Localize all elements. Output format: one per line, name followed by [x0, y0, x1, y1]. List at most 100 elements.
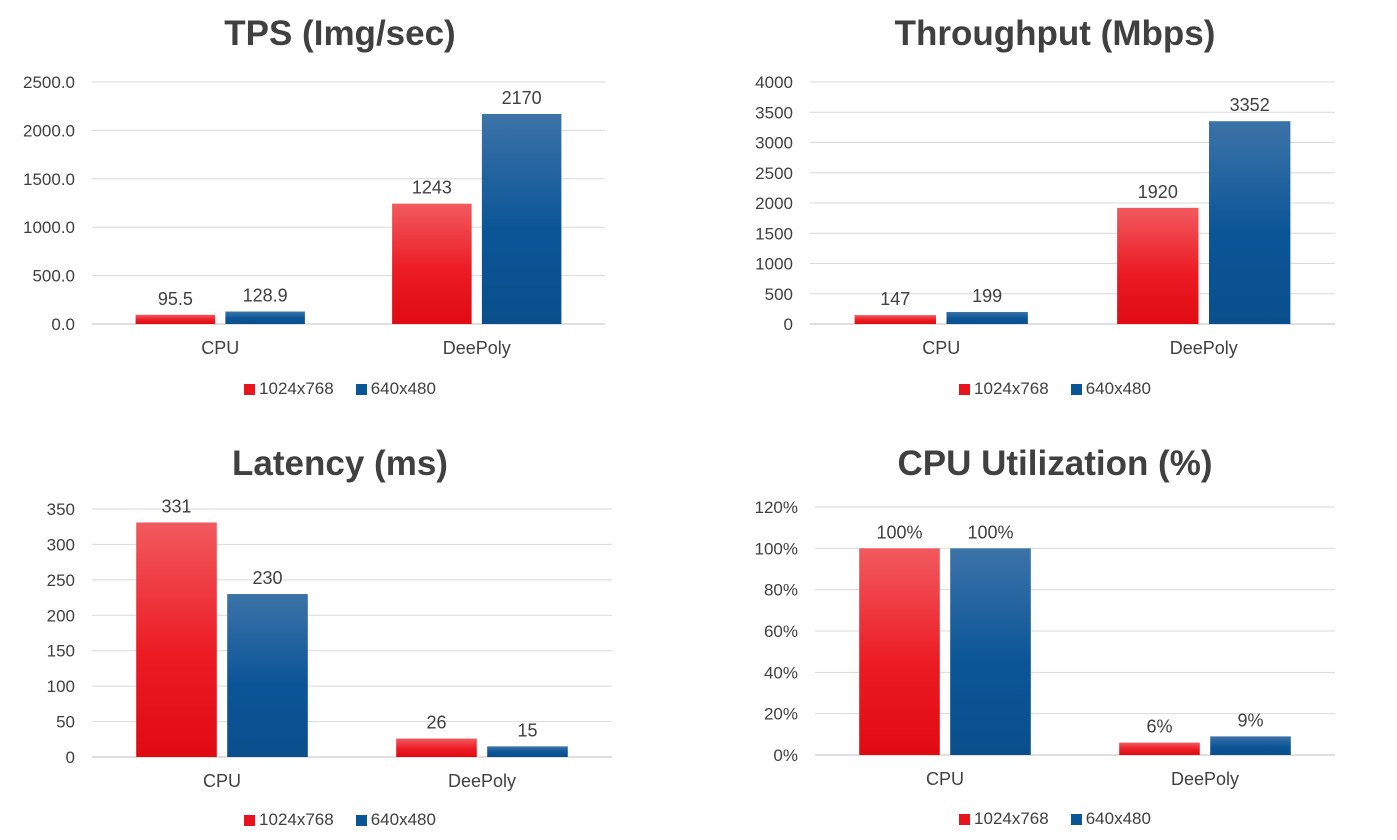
- y-tick-label: 250: [47, 571, 75, 590]
- x-category-label: CPU: [926, 769, 964, 789]
- y-tick-label: 3500: [755, 103, 793, 122]
- x-category-label: CPU: [203, 771, 241, 791]
- bar-deepoly-series-1: [392, 203, 472, 324]
- bar-cpu-series-2: [950, 548, 1031, 755]
- data-label: 95.5: [158, 289, 193, 309]
- y-tick-label: 1500: [755, 224, 793, 243]
- data-label: 331: [161, 496, 191, 516]
- y-tick-label: 40%: [764, 663, 798, 682]
- data-label: 230: [252, 568, 282, 588]
- x-category-label: DeePoly: [1171, 769, 1239, 789]
- chart-plot: 0% 20% 40% 60% 80% 100% 120% 100% 100% CPU 6% 9% Dee…: [755, 498, 1335, 789]
- legend-item: 1024x768: [959, 809, 1049, 829]
- data-label: 6%: [1146, 717, 1172, 737]
- bar-deepoly-series-2: [487, 746, 568, 757]
- legend-swatch: [244, 814, 256, 826]
- chart-title: Throughput (Mbps): [894, 14, 1216, 53]
- legend-label: 1024x768: [259, 379, 334, 398]
- y-tick-label: 50: [56, 713, 75, 732]
- bar-deepoly-series-2: [1209, 121, 1291, 324]
- legend-label: 640x480: [1085, 379, 1151, 398]
- chart-legend: 1024x768 640x480: [715, 379, 1395, 399]
- legend-label: 640x480: [370, 379, 436, 398]
- legend-swatch: [959, 813, 971, 825]
- bar-cpu-series-1: [854, 315, 936, 324]
- bar-cpu-series-1: [136, 522, 217, 757]
- y-tick-label: 150: [47, 642, 75, 661]
- y-tick-label: 1500.0: [23, 170, 75, 189]
- legend-swatch: [1070, 813, 1082, 825]
- y-tick-label: 120%: [755, 498, 798, 517]
- bar-cpu-series-1: [135, 314, 216, 324]
- y-tick-label: 0: [784, 315, 793, 334]
- y-tick-label: 0: [66, 748, 75, 767]
- data-label: 100%: [876, 522, 922, 542]
- chart-title: Latency (ms): [232, 444, 448, 483]
- legend-item: 640x480: [1070, 379, 1151, 399]
- bar-deepoly-series-1: [1117, 207, 1199, 324]
- chart-legend: 1024x768 640x480: [715, 809, 1395, 829]
- bar-cpu-series-2: [946, 311, 1028, 324]
- legend-label: 640x480: [1085, 809, 1151, 828]
- chart-title: CPU Utilization (%): [897, 444, 1213, 483]
- y-tick-label: 500.0: [32, 267, 75, 286]
- y-tick-label: 20%: [764, 705, 798, 724]
- data-label: 26: [426, 713, 446, 733]
- data-label: 3352: [1230, 95, 1270, 115]
- chart-panel-tps: TPS (Img/sec) 0.0 500.0 1000.0 1500.0 2000.0…: [0, 0, 680, 410]
- data-label: 1243: [412, 178, 452, 198]
- data-label: 199: [972, 286, 1002, 306]
- legend-item: 640x480: [355, 810, 436, 830]
- chart-panel-cpu-utilization: CPU Utilization (%) 0% 20% 40% 60% 80% 100% 12…: [715, 430, 1395, 840]
- x-category-label: CPU: [201, 338, 239, 358]
- chart-plot: 0 500 1000 1500 2000 2500 3000 3500 4000 147 199 CP…: [755, 73, 1335, 358]
- y-tick-label: 0%: [773, 746, 798, 765]
- bar-deepoly-series-2: [1210, 736, 1291, 755]
- data-label: 9%: [1237, 710, 1263, 730]
- x-category-label: DeePoly: [448, 771, 516, 791]
- legend-label: 1024x768: [974, 809, 1049, 828]
- y-tick-label: 60%: [764, 622, 798, 641]
- data-label: 15: [517, 720, 537, 740]
- legend-swatch: [959, 383, 971, 395]
- chart-legend: 1024x768 640x480: [0, 810, 680, 830]
- y-tick-label: 3000: [755, 134, 793, 153]
- bar-cpu-series-1: [859, 548, 940, 755]
- legend-item: 1024x768: [244, 379, 334, 399]
- bar-deepoly-series-2: [481, 113, 562, 324]
- legend-swatch: [355, 383, 367, 395]
- legend-label: 1024x768: [974, 379, 1049, 398]
- chart-title: TPS (Img/sec): [224, 14, 456, 53]
- legend-item: 640x480: [1070, 809, 1151, 829]
- data-label: 147: [880, 289, 910, 309]
- y-tick-label: 1000.0: [23, 218, 75, 237]
- y-tick-label: 0.0: [51, 315, 75, 334]
- legend-swatch: [244, 383, 256, 395]
- y-tick-label: 500: [765, 285, 793, 304]
- x-category-label: CPU: [922, 338, 960, 358]
- data-label: 1920: [1138, 182, 1178, 202]
- chart-plot: 0.0 500.0 1000.0 1500.0 2000.0 2500.0 95.5 128.…: [23, 73, 605, 358]
- legend-swatch: [1070, 383, 1082, 395]
- y-tick-label: 2500: [755, 164, 793, 183]
- data-label: 2170: [502, 88, 542, 108]
- y-tick-label: 4000: [755, 73, 793, 92]
- y-tick-label: 350: [47, 500, 75, 519]
- x-category-label: DeePoly: [1170, 338, 1238, 358]
- y-tick-label: 200: [47, 606, 75, 625]
- data-label: 100%: [967, 522, 1013, 542]
- y-tick-label: 1000: [755, 255, 793, 274]
- y-tick-label: 80%: [764, 581, 798, 600]
- legend-item: 640x480: [355, 379, 436, 399]
- y-tick-label: 300: [47, 535, 75, 554]
- chart-panel-throughput: Throughput (Mbps) 0 500 1000 1500 2000 2500 30…: [715, 0, 1395, 410]
- y-tick-label: 2000: [755, 194, 793, 213]
- chart-plot: 0 50 100 150 200 250 300 350 331 230 CPU 26 15 DeePol…: [47, 496, 612, 791]
- bar-deepoly-series-1: [396, 738, 477, 757]
- legend-swatch: [355, 814, 367, 826]
- legend-label: 1024x768: [259, 810, 334, 829]
- chart-panel-latency: Latency (ms) 0 50 100 150 200 250 300 350 331 230…: [0, 430, 680, 840]
- data-label: 128.9: [243, 286, 288, 306]
- bar-cpu-series-2: [225, 311, 305, 324]
- chart-legend: 1024x768 640x480: [0, 379, 680, 399]
